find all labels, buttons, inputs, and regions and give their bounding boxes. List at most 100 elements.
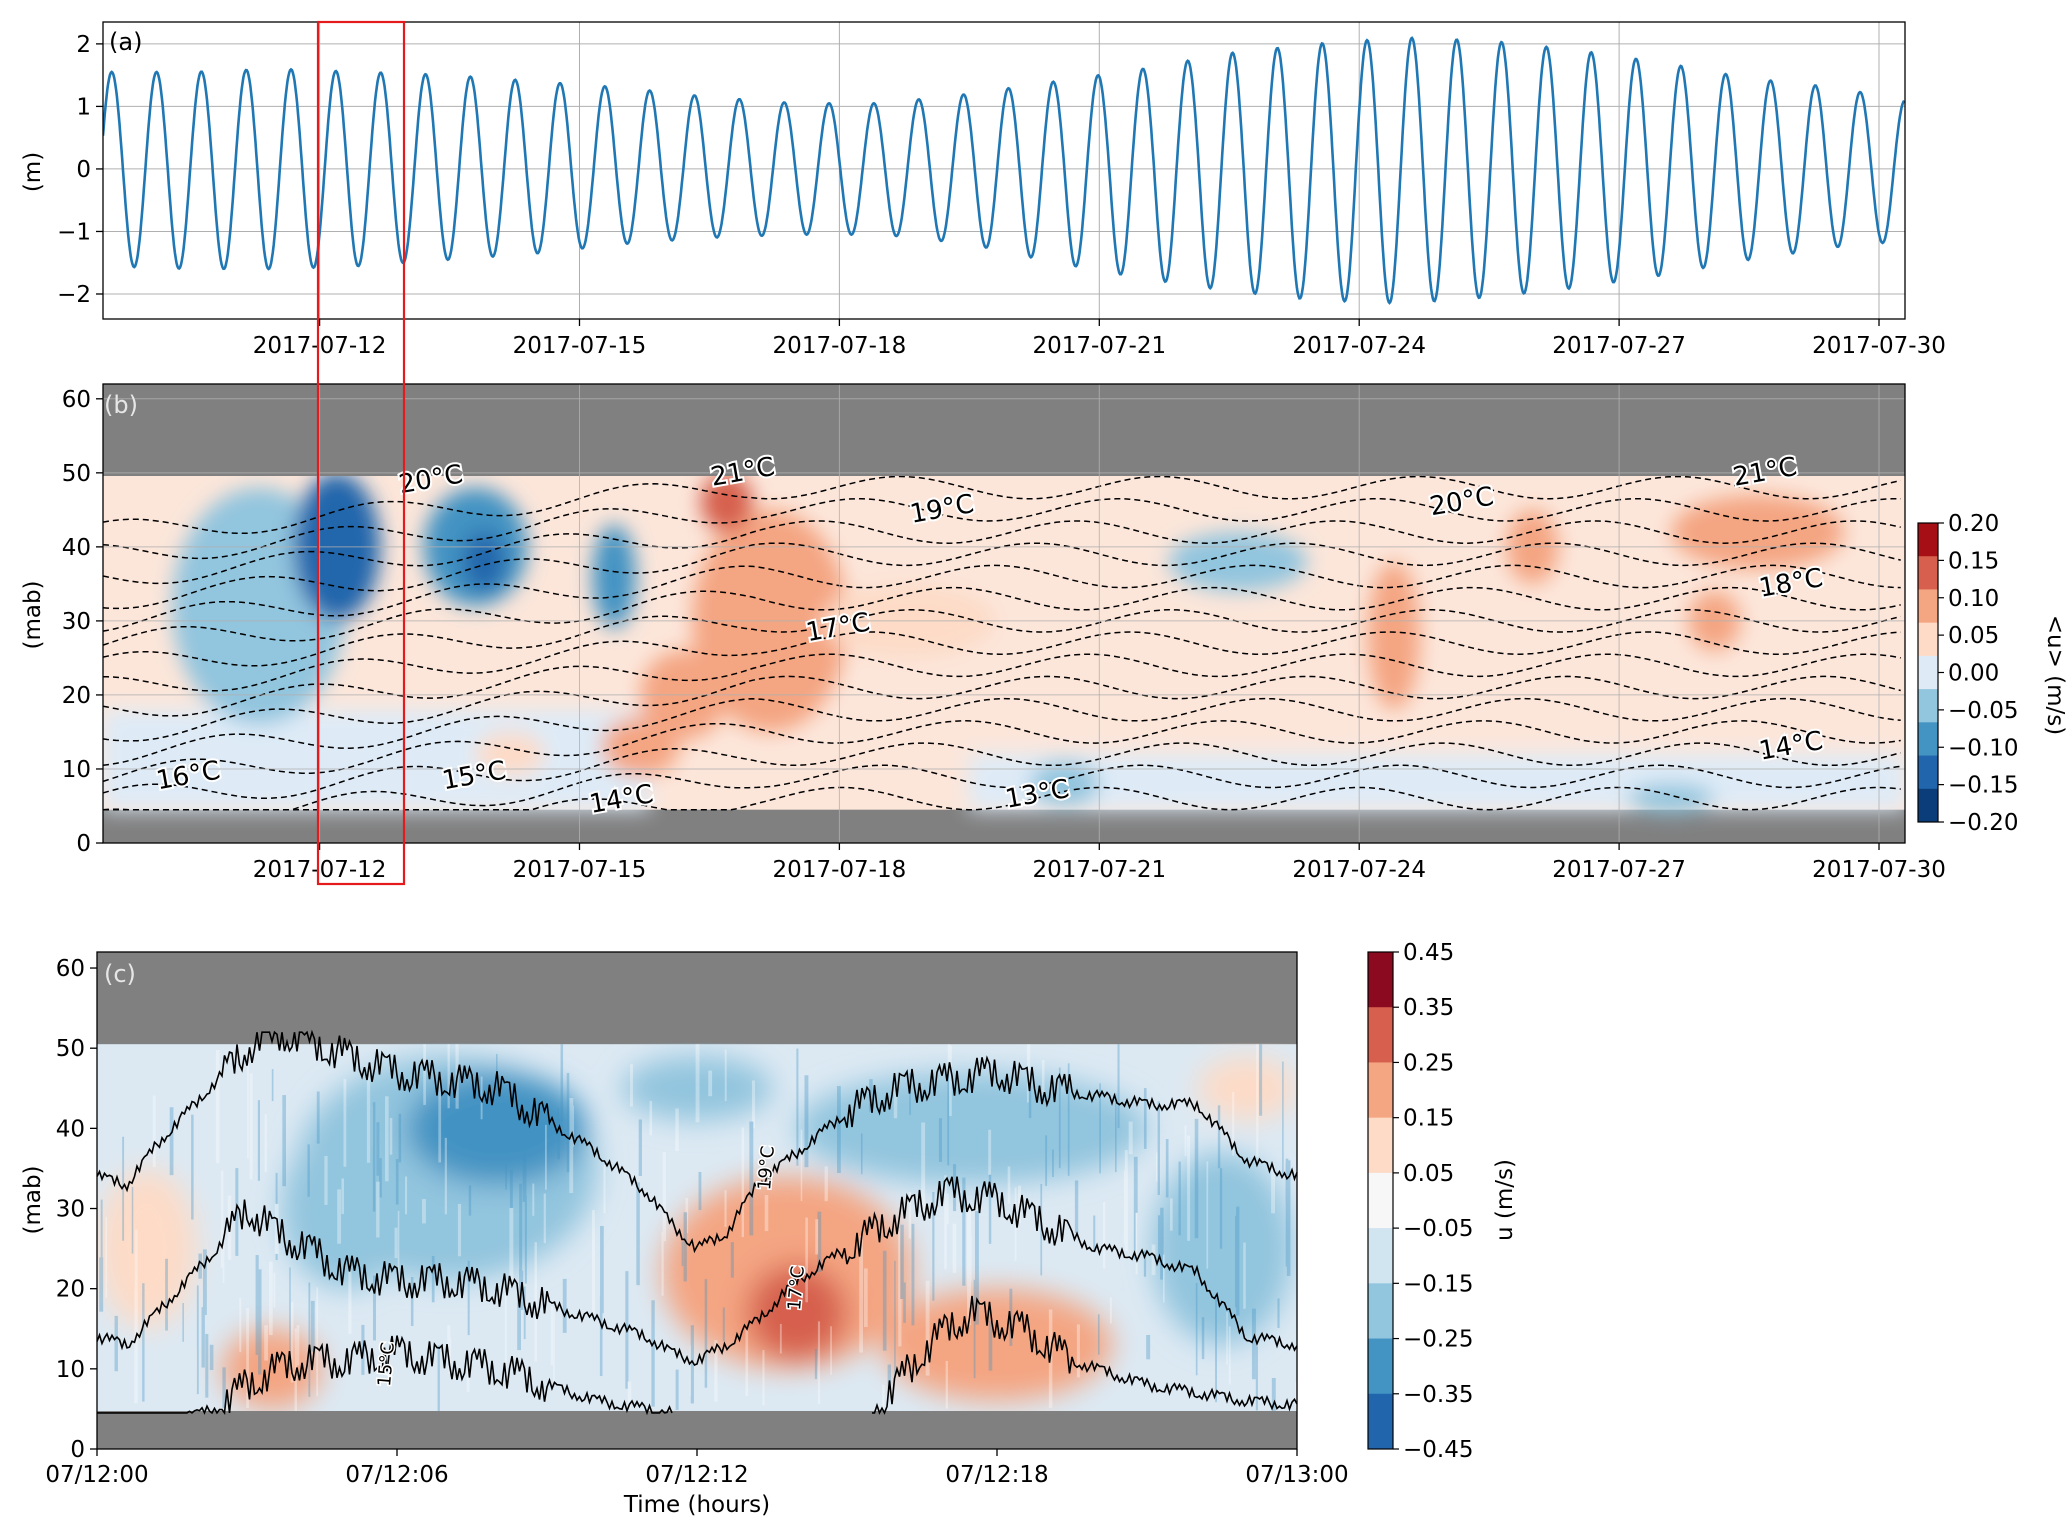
panel-c-velocity-streak bbox=[100, 1199, 103, 1260]
panel-c-velocity-streak bbox=[651, 1300, 655, 1407]
panel-c-velocity-streak bbox=[268, 1261, 273, 1336]
panel-c-velocity-streak bbox=[385, 1096, 389, 1182]
panel-c-velocity-streak bbox=[376, 1122, 380, 1176]
panel-c-velocity-streak bbox=[324, 1155, 328, 1205]
panel-c-velocity-streak bbox=[724, 1049, 727, 1102]
panel-c-velocity-streak bbox=[1286, 1160, 1291, 1276]
panel-c-colorbar-frame bbox=[1367, 951, 1394, 1450]
panel-c-velocity-streak bbox=[1115, 1093, 1117, 1173]
panel-b-velocity-patch bbox=[1168, 532, 1308, 592]
panel-c-velocity-streak bbox=[817, 1321, 821, 1404]
panel-b-colorbar-swatch bbox=[1918, 622, 1938, 657]
panel-b-colorbar-swatch bbox=[1918, 788, 1938, 823]
panel-a-y-tick-label: 2 bbox=[76, 32, 91, 58]
panel-b-velocity-patch bbox=[1367, 561, 1420, 710]
panel-c-velocity-streak bbox=[1282, 1061, 1284, 1174]
panel-c-velocity-streak bbox=[258, 1269, 262, 1375]
panel-b-colorbar-tick-label: −0.15 bbox=[1948, 773, 2018, 799]
panel-b-colorbar-swatch bbox=[1918, 689, 1938, 723]
panel-c-velocity-streak bbox=[1201, 1317, 1205, 1360]
panel-b-x-tick-label: 2017-07-27 bbox=[1552, 857, 1686, 883]
panel-c-velocity-streak bbox=[466, 1362, 470, 1392]
panel-b-colorbar-swatch bbox=[1918, 755, 1938, 790]
panel-c-velocity-streak bbox=[1255, 1346, 1258, 1411]
panel-c-velocity-streak bbox=[431, 1255, 435, 1303]
panel-c-velocity-streak bbox=[824, 1166, 828, 1202]
panel-c-velocity-streak bbox=[198, 1253, 202, 1279]
panel-c-velocity-streak bbox=[257, 1100, 261, 1181]
panel-b-velocity-patch bbox=[475, 731, 545, 777]
panel-c-velocity-streak bbox=[519, 1183, 523, 1302]
panel-c-velocity-streak bbox=[348, 1269, 352, 1335]
panel-c-velocity-streak bbox=[921, 1122, 926, 1212]
panel-c-colorbar-swatch bbox=[1368, 1338, 1393, 1395]
panel-c-velocity-streak bbox=[1093, 1215, 1096, 1253]
panel-c-velocity-streak bbox=[247, 1048, 249, 1159]
panel-c-colorbar-tick-label: 0.25 bbox=[1403, 1050, 1454, 1076]
panel-b-y-ticks: 0 10 20 30 40 50 60 bbox=[62, 387, 103, 857]
panel-c-velocity-streak bbox=[379, 1158, 382, 1198]
panel-c-velocity-streak bbox=[282, 1095, 287, 1187]
panel-c-velocity-streak bbox=[947, 1044, 951, 1105]
panel-c-velocity-patch bbox=[222, 1328, 322, 1409]
panel-c-velocity-streak bbox=[952, 1164, 957, 1212]
panel-c-velocity-streak bbox=[239, 1297, 242, 1353]
panel-c-x-tick-label: 07/12:00 bbox=[45, 1462, 148, 1488]
panel-c-velocity-streak bbox=[830, 1326, 832, 1375]
panel-c-velocity-streak bbox=[468, 1185, 472, 1216]
panel-c-velocity-streak bbox=[1165, 1139, 1169, 1198]
panel-c-velocity-streak bbox=[1259, 1044, 1263, 1116]
panel-c-velocity-patch bbox=[747, 1264, 847, 1361]
panel-c-velocity-streak bbox=[524, 1196, 527, 1284]
panel-c-colorbar-swatch bbox=[1368, 952, 1393, 1008]
panel-b-y-tick-label: 20 bbox=[62, 683, 91, 709]
panel-c-velocity-streak bbox=[249, 1073, 253, 1180]
panel-a-x-tick-label: 2017-07-27 bbox=[1552, 333, 1686, 359]
panel-c-velocity-streak bbox=[422, 1199, 426, 1224]
panel-c-colorbar-swatch bbox=[1368, 1172, 1393, 1229]
panel-c-velocity-streak bbox=[627, 1381, 632, 1409]
panel-b-y-tick-label: 40 bbox=[62, 535, 91, 561]
panel-c-velocity-streak bbox=[142, 1283, 145, 1402]
panel-c-velocity-streak bbox=[467, 1260, 470, 1336]
panel-c-velocity-streak bbox=[131, 1186, 134, 1254]
panel-c-velocity-streak bbox=[893, 1084, 898, 1119]
panel-c-velocity-streak bbox=[805, 1217, 808, 1303]
panel-c-velocity-streak bbox=[911, 1223, 915, 1326]
panel-b-x-tick-label: 2017-07-21 bbox=[1032, 857, 1166, 883]
panel-c-velocity-patch bbox=[97, 1168, 197, 1329]
panel-c-velocity-streak bbox=[1143, 1088, 1147, 1149]
panel-c-velocity-patch bbox=[407, 1072, 587, 1185]
panel-b-colorbar-tick-label: −0.05 bbox=[1948, 698, 2018, 724]
panel-c-velocity-streak bbox=[1133, 1156, 1138, 1260]
panel-c-velocity-streak bbox=[1271, 1165, 1275, 1214]
panel-c-velocity-streak bbox=[271, 1069, 274, 1102]
panel-c-y-tick-label: 0 bbox=[70, 1437, 85, 1463]
panel-c-velocity-streak bbox=[681, 1241, 684, 1266]
panel-c-velocity-streak bbox=[909, 1073, 911, 1115]
panel-c-velocity-streak bbox=[1143, 1250, 1147, 1277]
panel-c-velocity-streak bbox=[1160, 1207, 1164, 1280]
panel-c-velocity-streak bbox=[600, 1225, 604, 1314]
panel-c-velocity-streak bbox=[1028, 1086, 1032, 1119]
panel-c-velocity-streak bbox=[1157, 1215, 1161, 1262]
panel-b-y-tick-label: 30 bbox=[62, 609, 91, 635]
panel-c-velocity-streak bbox=[1219, 1168, 1223, 1249]
panel-c-velocity-streak bbox=[1256, 1044, 1259, 1157]
panel-c-velocity-streak bbox=[815, 1219, 819, 1255]
panel-c-velocity-streak bbox=[1243, 1242, 1246, 1309]
panel-c-velocity-streak bbox=[944, 1175, 947, 1270]
panel-c-y-axis-label: (mab) bbox=[20, 1165, 46, 1234]
panel-c-velocity-patch bbox=[882, 1288, 1112, 1401]
panel-c-velocity-streak bbox=[196, 1285, 199, 1395]
panel-c-velocity-streak bbox=[444, 1137, 447, 1215]
panel-c-velocity-streak bbox=[553, 1309, 555, 1384]
panel-b-isotherm-line bbox=[103, 675, 1901, 742]
panel-c-velocity-streak bbox=[290, 1301, 294, 1383]
panel-a-grid bbox=[103, 22, 1905, 319]
panel-c-velocity-streak bbox=[636, 1182, 640, 1286]
panel-b-colorbar-tick-label: −0.20 bbox=[1948, 810, 2018, 836]
panel-c-isotherm-line bbox=[96, 1029, 1298, 1254]
panel-c-y-tick-label: 10 bbox=[56, 1357, 85, 1383]
panel-c-velocity-streak bbox=[215, 1050, 220, 1164]
